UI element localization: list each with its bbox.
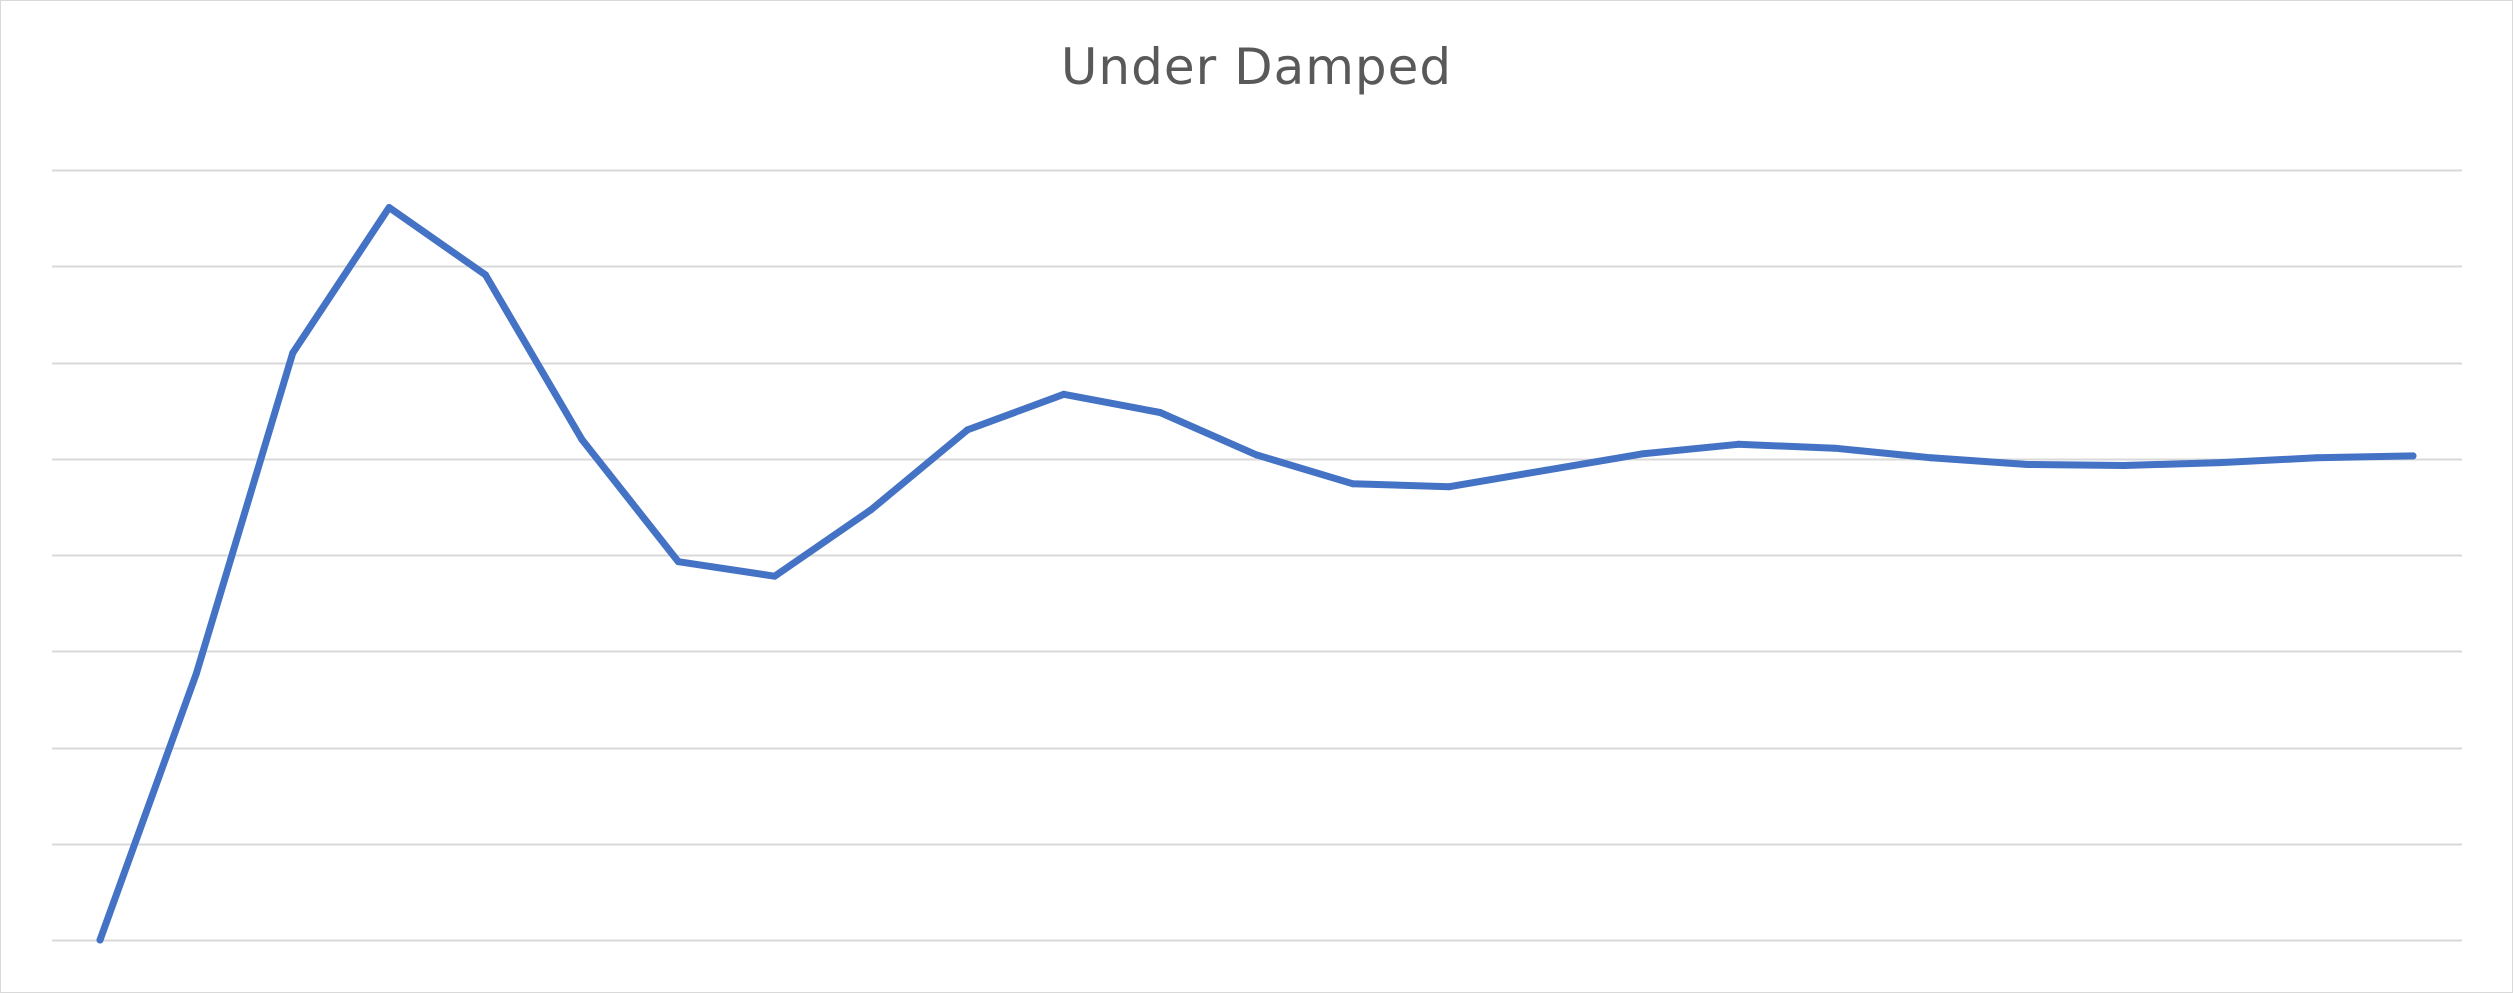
data-point (674, 558, 682, 566)
data-point (2216, 459, 2224, 467)
data-point (1445, 483, 1453, 491)
data-point (1542, 466, 1550, 474)
data-point (1349, 480, 1357, 488)
data-point (2024, 461, 2031, 468)
data-point (1734, 440, 1742, 448)
data-point (867, 506, 875, 514)
data-point (96, 936, 104, 944)
data-point (1638, 450, 1646, 458)
data-point (1927, 454, 1935, 462)
data-point (482, 271, 489, 279)
data-point (1253, 451, 1260, 459)
data-point (2313, 454, 2321, 462)
data-point (289, 349, 297, 357)
data-point (192, 669, 200, 677)
series-line-0 (96, 204, 2417, 944)
data-point (2409, 452, 2417, 460)
data-point (771, 572, 779, 580)
data-point (1060, 390, 1068, 398)
data-point (1831, 444, 1839, 452)
data-point (2120, 462, 2128, 469)
data-point (578, 436, 586, 443)
data-point (1156, 409, 1164, 416)
data-point (963, 426, 971, 434)
chart-title: Under Damped (1060, 38, 1453, 96)
data-point (385, 204, 393, 211)
